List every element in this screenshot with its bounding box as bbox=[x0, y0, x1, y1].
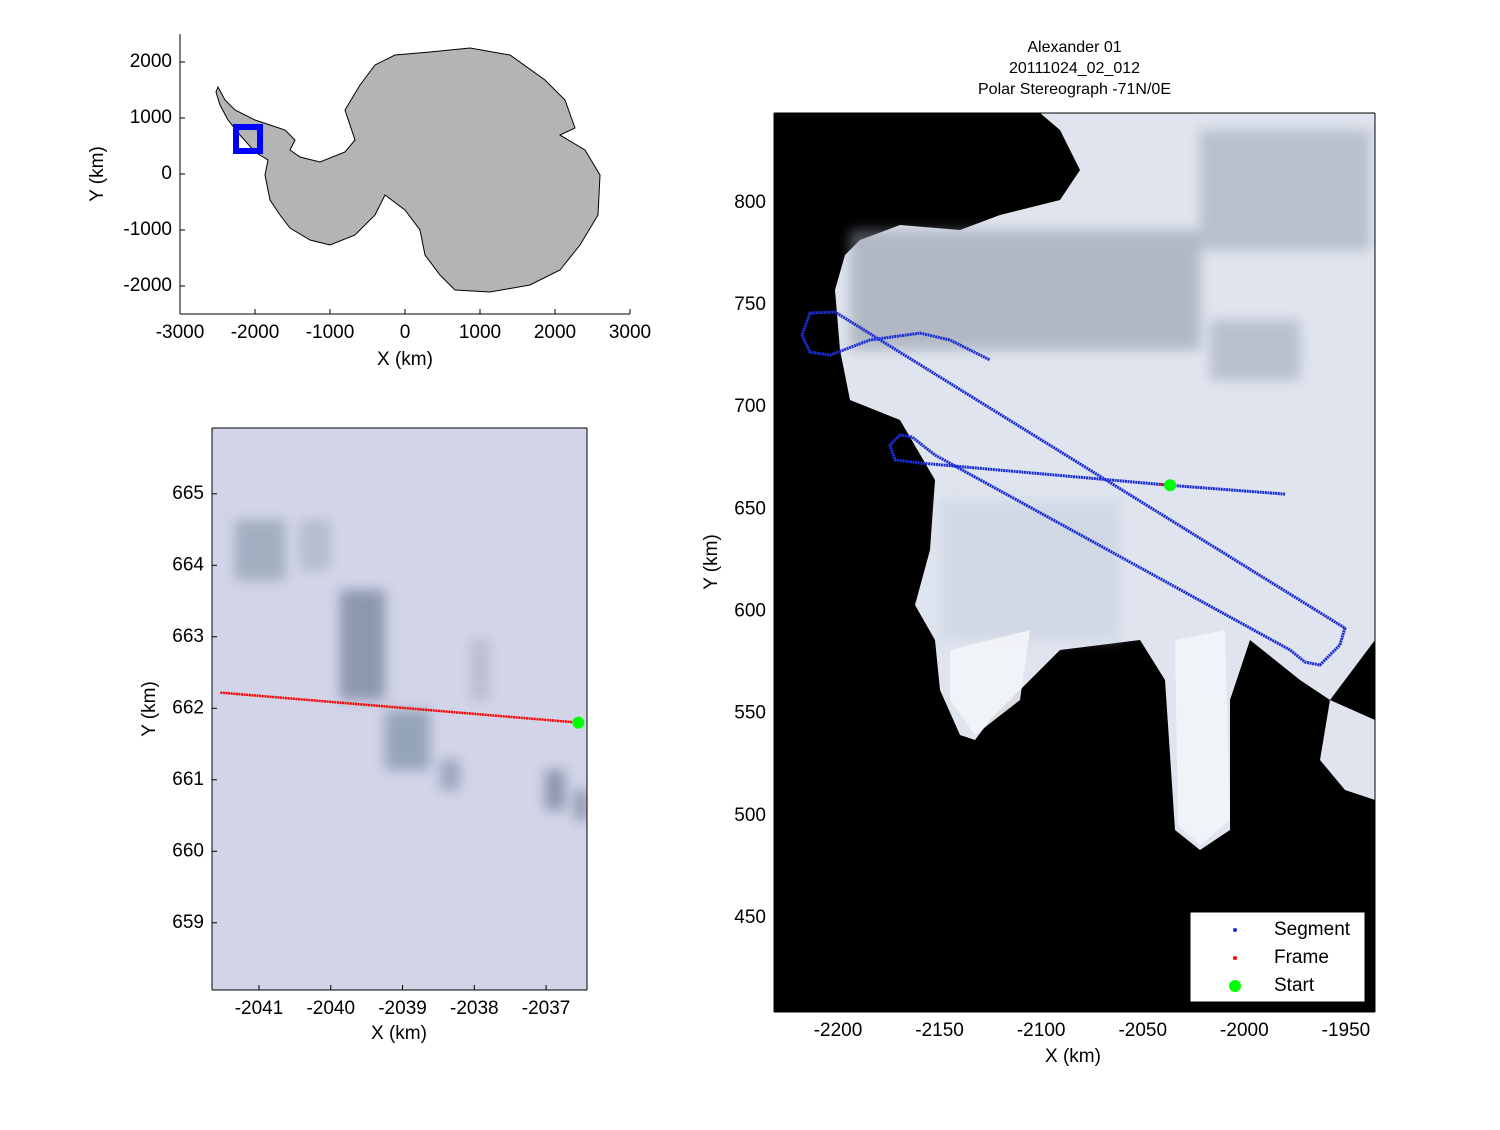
y-tick-label: 650 bbox=[734, 498, 766, 519]
y-tick-label: 500 bbox=[734, 805, 766, 826]
region-box bbox=[233, 124, 264, 154]
chart-title: 20111024_02_012 bbox=[1009, 60, 1140, 77]
y-tick-label: 664 bbox=[172, 554, 204, 575]
x-tick-label: -1000 bbox=[306, 322, 355, 343]
x-tick-label: -2150 bbox=[915, 1020, 964, 1041]
x-tick-label: -2041 bbox=[235, 998, 284, 1019]
y-tick-label: 661 bbox=[172, 769, 204, 790]
chart-title: Alexander 01 bbox=[1027, 39, 1121, 56]
y-axis-label: Y (km) bbox=[87, 146, 108, 202]
y-tick-label: -1000 bbox=[123, 219, 172, 240]
chart-title: Polar Stereograph -71N/0E bbox=[978, 81, 1171, 98]
x-tick-label: -2040 bbox=[306, 998, 355, 1019]
y-tick-label: 0 bbox=[161, 163, 172, 184]
x-tick-label: 3000 bbox=[609, 322, 651, 343]
legend-marker bbox=[1229, 980, 1241, 992]
y-tick-label: 700 bbox=[734, 396, 766, 417]
y-tick-label: 800 bbox=[734, 192, 766, 213]
x-tick-label: -2000 bbox=[1220, 1020, 1269, 1041]
y-tick-label: 450 bbox=[734, 907, 766, 928]
x-axis-label: X (km) bbox=[377, 349, 433, 370]
x-axis-label: X (km) bbox=[1045, 1046, 1101, 1067]
legend-label: Start bbox=[1274, 975, 1315, 996]
x-tick-label: 1000 bbox=[459, 322, 501, 343]
legend-label: Segment bbox=[1274, 919, 1351, 940]
x-tick-label: -2000 bbox=[231, 322, 280, 343]
x-tick-label: -1950 bbox=[1322, 1020, 1371, 1041]
x-tick-label: -2050 bbox=[1118, 1020, 1167, 1041]
x-axis-label: X (km) bbox=[371, 1023, 427, 1044]
y-axis-label: Y (km) bbox=[139, 681, 160, 737]
x-tick-label: -3000 bbox=[156, 322, 205, 343]
y-axis-label: Y (km) bbox=[701, 534, 722, 590]
x-tick-label: 2000 bbox=[534, 322, 576, 343]
legend bbox=[1189, 911, 1366, 1003]
x-tick-label: 0 bbox=[400, 322, 411, 343]
y-tick-label: 1000 bbox=[130, 107, 172, 128]
y-tick-label: 659 bbox=[172, 912, 204, 933]
start-marker bbox=[572, 716, 585, 729]
satellite-image bbox=[774, 113, 1375, 1012]
antarctica-outline bbox=[215, 47, 601, 293]
legend-marker bbox=[1233, 956, 1237, 960]
start-marker bbox=[1164, 479, 1177, 492]
legend-label: Frame bbox=[1274, 947, 1329, 968]
y-tick-label: 2000 bbox=[130, 51, 172, 72]
x-tick-label: -2100 bbox=[1017, 1020, 1066, 1041]
y-tick-label: 660 bbox=[172, 840, 204, 861]
x-tick-label: -2200 bbox=[814, 1020, 863, 1041]
track-line bbox=[220, 691, 579, 724]
y-tick-label: 550 bbox=[734, 703, 766, 724]
y-tick-label: 665 bbox=[172, 483, 204, 504]
track-line bbox=[800, 310, 1347, 667]
x-tick-label: -2039 bbox=[378, 998, 427, 1019]
y-tick-label: 600 bbox=[734, 601, 766, 622]
y-tick-label: 750 bbox=[734, 294, 766, 315]
y-tick-label: 663 bbox=[172, 626, 204, 647]
legend-box bbox=[1189, 911, 1366, 1003]
frame-image bbox=[212, 428, 587, 990]
legend-marker bbox=[1233, 928, 1237, 932]
x-tick-label: -2038 bbox=[450, 998, 499, 1019]
y-tick-label: -2000 bbox=[123, 275, 172, 296]
y-tick-label: 662 bbox=[172, 697, 204, 718]
x-tick-label: -2037 bbox=[522, 998, 571, 1019]
